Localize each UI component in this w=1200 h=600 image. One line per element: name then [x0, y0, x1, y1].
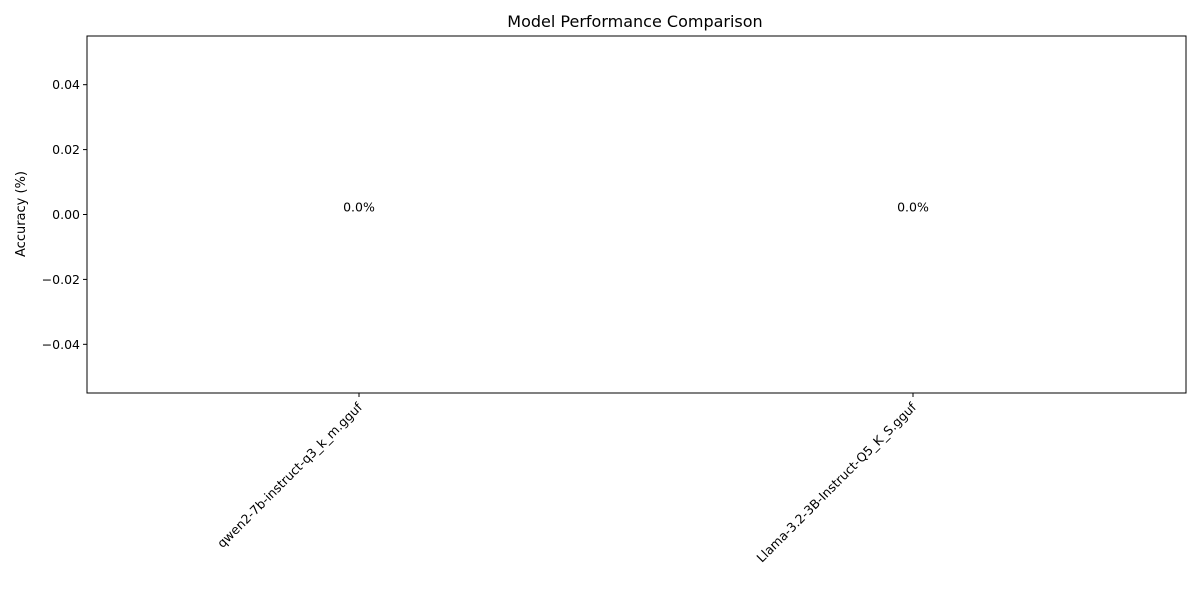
y-tick-label: 0.02: [52, 142, 80, 157]
y-tick-label: 0.04: [52, 77, 80, 92]
y-tick-label: −0.02: [42, 272, 80, 287]
plot-area-frame: [86, 35, 1187, 394]
x-axis: qwen2-7b-instruct-q3_k_m.gguf Llama-3.2-3…: [214, 393, 920, 565]
y-axis-label: Accuracy (%): [14, 171, 29, 257]
x-tick-label: qwen2-7b-instruct-q3_k_m.gguf: [214, 399, 366, 551]
bars-group: 0.0% 0.0%: [343, 200, 929, 215]
chart-title: Model Performance Comparison: [507, 12, 762, 31]
y-axis: −0.04 −0.02 0.00 0.02 0.04: [42, 77, 87, 352]
y-tick-label: −0.04: [42, 337, 80, 352]
bar-value-label: 0.0%: [343, 200, 375, 215]
x-tick-label: Llama-3.2-3B-Instruct-Q5_K_S.gguf: [753, 399, 919, 565]
y-tick-label: 0.00: [52, 207, 80, 222]
bar-value-label: 0.0%: [897, 200, 929, 215]
